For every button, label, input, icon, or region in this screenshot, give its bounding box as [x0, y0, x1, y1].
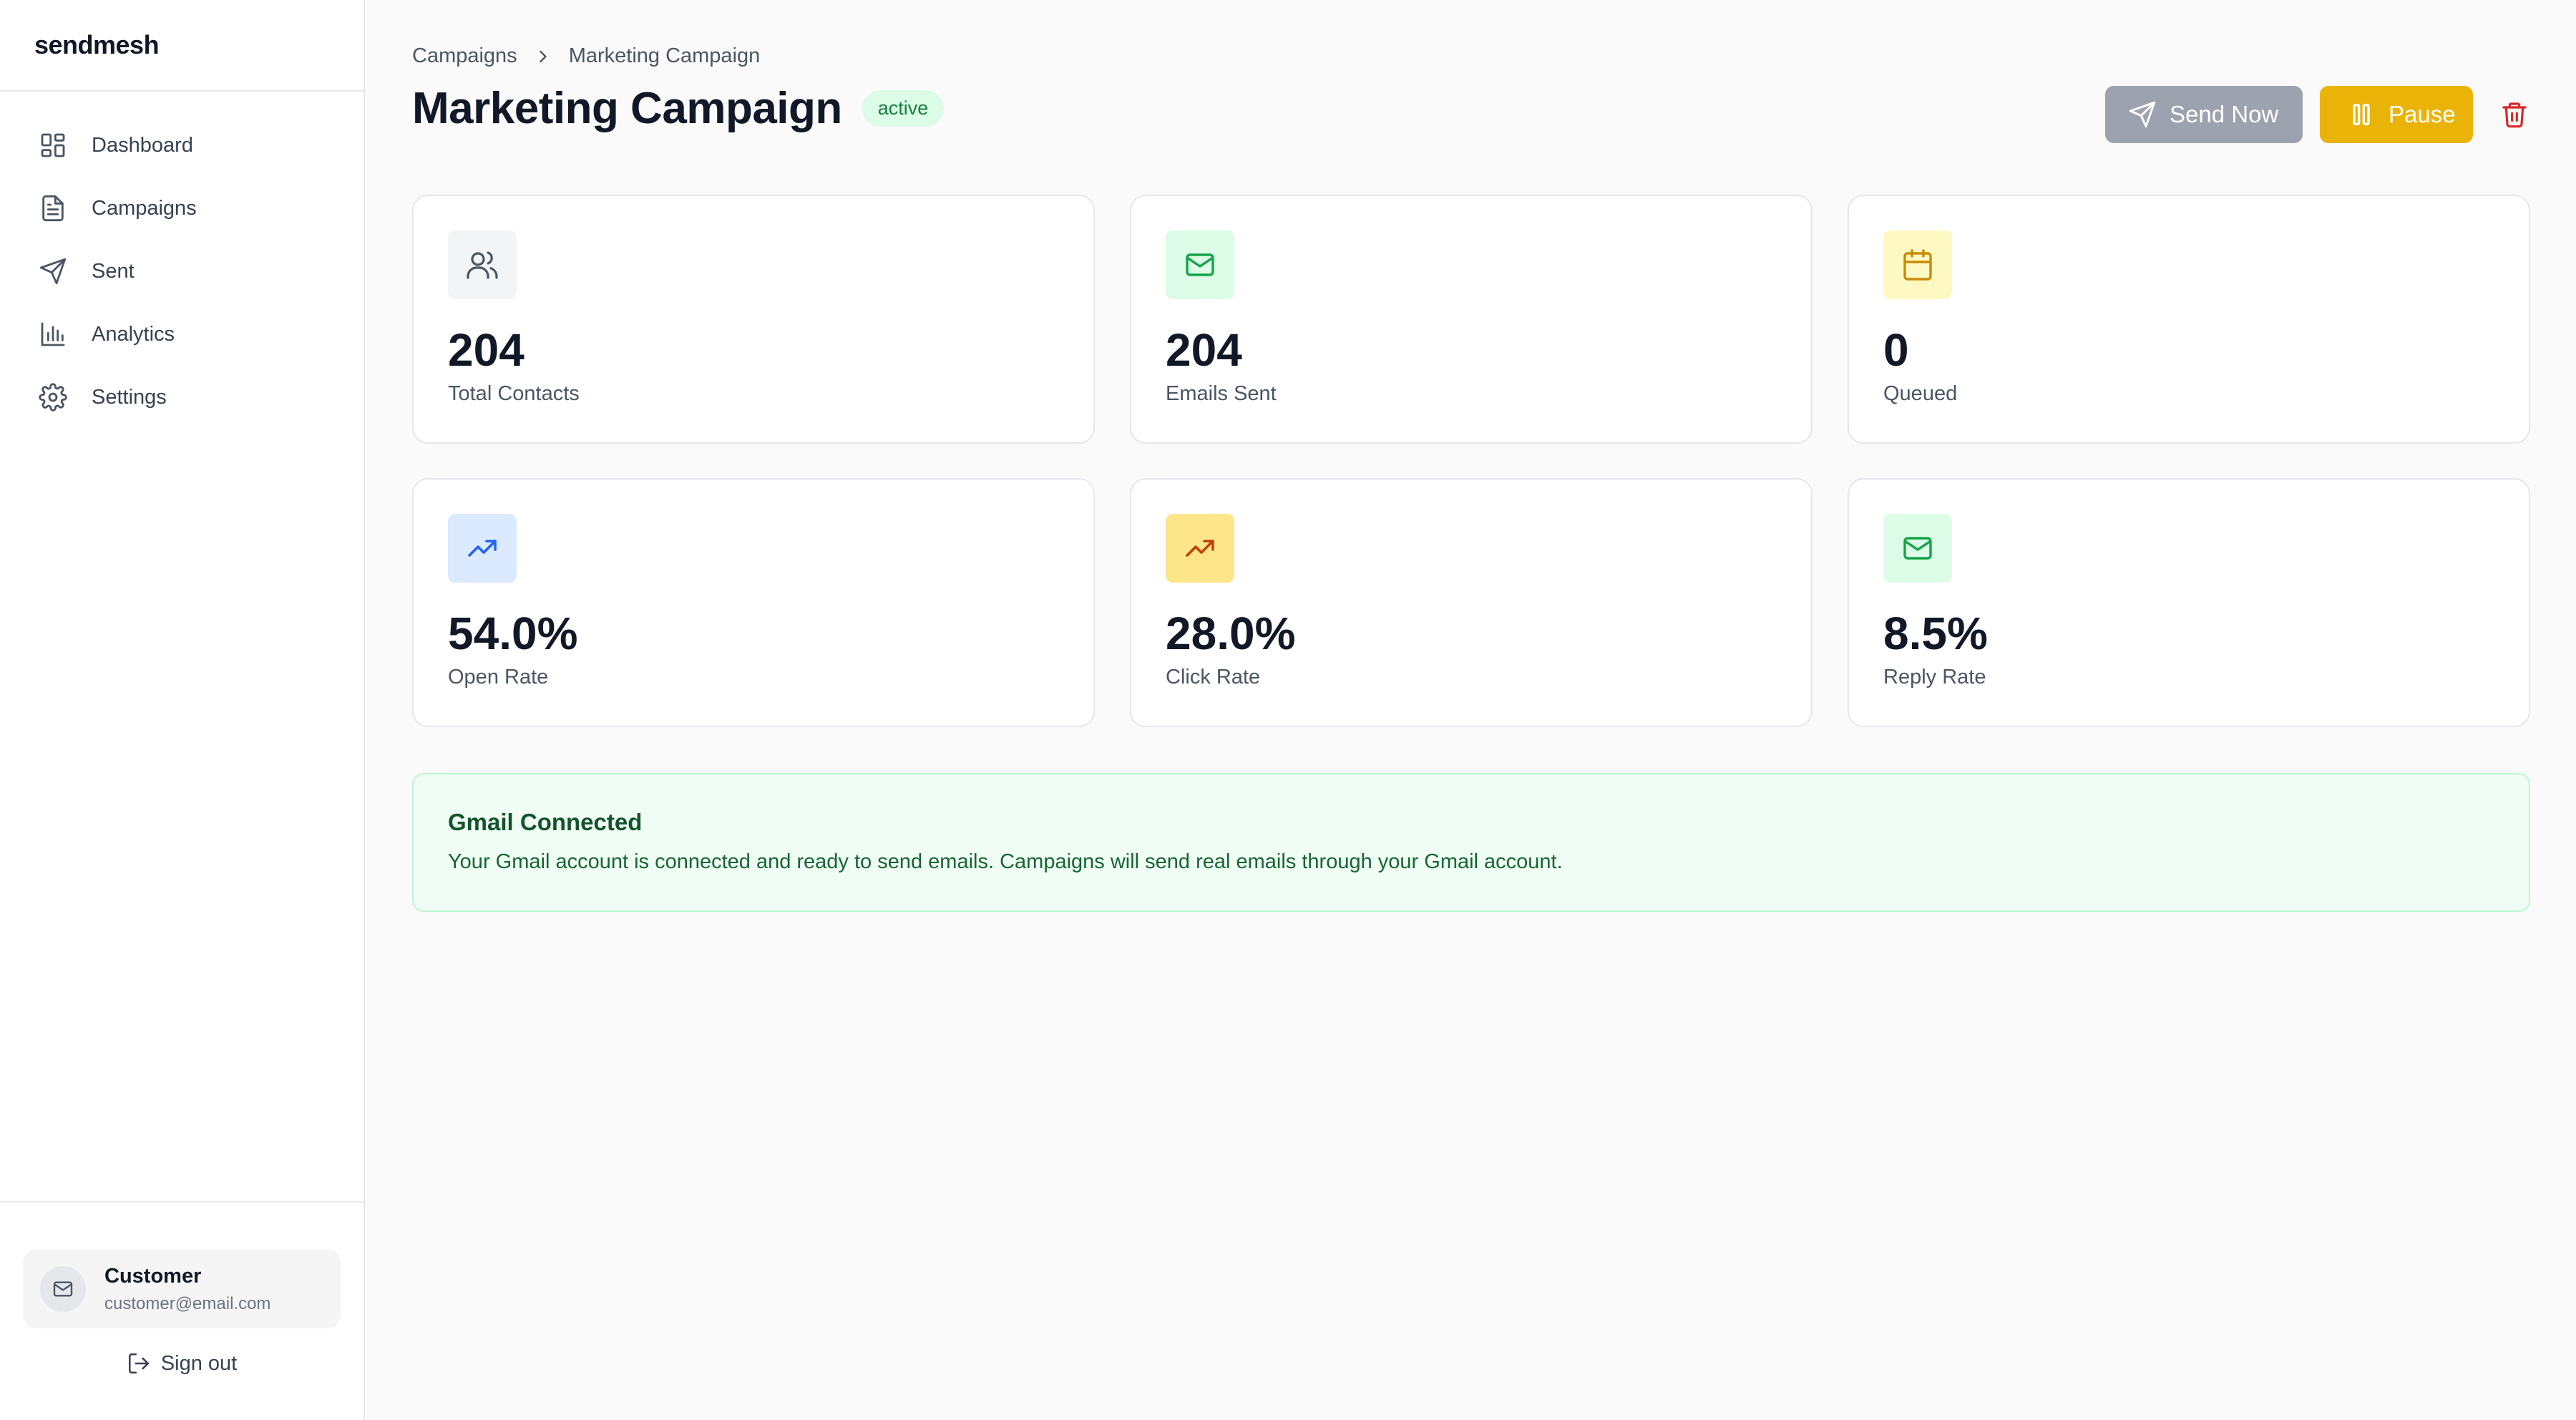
mail-icon	[1901, 531, 1935, 565]
campaign-actions: Send Now Pause	[2105, 86, 2536, 143]
sidebar-item-campaigns[interactable]: Campaigns	[16, 183, 348, 234]
status-badge: active	[862, 90, 945, 127]
trash-icon	[2500, 100, 2529, 129]
send-icon	[2128, 100, 2157, 129]
stat-label: Total Contacts	[448, 382, 580, 405]
stat-card-reply-rate: 8.5% Reply Rate	[1848, 478, 2530, 727]
gmail-connected-notice: Gmail Connected Your Gmail account is co…	[412, 773, 2530, 912]
sidebar-item-label: Settings	[92, 385, 167, 409]
brand-logo[interactable]: sendmesh	[0, 0, 364, 92]
user-card[interactable]: Customer customer@email.com	[23, 1250, 341, 1328]
stat-icon-box	[448, 230, 517, 299]
stat-label: Click Rate	[1166, 666, 1261, 689]
gear-icon	[39, 383, 67, 412]
log-out-icon	[127, 1351, 151, 1376]
sidebar-item-label: Campaigns	[92, 196, 197, 220]
stat-label: Queued	[1883, 382, 1958, 405]
user-info: Customer customer@email.com	[104, 1265, 270, 1314]
send-icon	[39, 257, 67, 286]
stat-label: Reply Rate	[1883, 666, 1986, 689]
sidebar-item-dashboard[interactable]: Dashboard	[16, 120, 348, 171]
title-row: Marketing Campaign active	[412, 83, 945, 134]
user-email: customer@email.com	[104, 1293, 271, 1313]
sidebar-item-sent[interactable]: Sent	[16, 245, 348, 297]
mail-icon	[52, 1278, 74, 1300]
stat-icon-box	[1166, 230, 1234, 299]
stat-value: 28.0%	[1166, 608, 1296, 659]
breadcrumb: Campaigns Marketing Campaign	[412, 44, 760, 68]
chevron-right-icon	[533, 47, 553, 67]
breadcrumb-campaigns-link[interactable]: Campaigns	[412, 44, 517, 67]
sidebar-item-analytics[interactable]: Analytics	[16, 308, 348, 360]
delete-button[interactable]	[2493, 93, 2536, 136]
users-icon	[465, 248, 499, 282]
stat-card-total-contacts: 204 Total Contacts	[412, 195, 1095, 444]
stat-label: Emails Sent	[1166, 382, 1277, 405]
sidebar-item-label: Dashboard	[92, 133, 193, 157]
calendar-icon	[1901, 248, 1935, 282]
dashboard-icon	[39, 131, 67, 160]
mail-icon	[1183, 248, 1217, 282]
stat-value: 8.5%	[1883, 608, 1988, 659]
sidebar-item-label: Sent	[92, 259, 135, 283]
stat-card-click-rate: 28.0% Click Rate	[1130, 478, 1813, 727]
pause-icon	[2347, 100, 2376, 129]
main-content: Campaigns Marketing Campaign Marketing C…	[366, 0, 2576, 1420]
sign-out-button[interactable]: Sign out	[0, 1351, 364, 1376]
trending-up-icon	[1183, 531, 1217, 565]
pause-button[interactable]: Pause	[2320, 86, 2473, 143]
stat-icon-box	[1166, 514, 1234, 583]
stat-value: 54.0%	[448, 608, 578, 659]
stat-card-emails-sent: 204 Emails Sent	[1130, 195, 1813, 444]
sidebar-item-label: Analytics	[92, 322, 175, 346]
sidebar-item-settings[interactable]: Settings	[16, 371, 348, 423]
stat-label: Open Rate	[448, 666, 549, 689]
trending-up-icon	[465, 531, 499, 565]
user-name: Customer	[104, 1264, 202, 1288]
stat-card-open-rate: 54.0% Open Rate	[412, 478, 1095, 727]
sidebar: sendmesh Dashboard Campaigns	[0, 0, 365, 1420]
avatar	[40, 1266, 86, 1312]
send-now-button[interactable]: Send Now	[2105, 86, 2303, 143]
page-title: Marketing Campaign	[412, 84, 842, 133]
breadcrumb-current: Marketing Campaign	[568, 44, 761, 67]
sidebar-footer: Customer customer@email.com Sign out	[0, 1201, 364, 1420]
bar-chart-icon	[39, 320, 67, 349]
stat-value: 204	[1166, 324, 1242, 376]
stat-value: 0	[1883, 324, 1909, 376]
stat-icon-box	[1883, 514, 1952, 583]
stat-icon-box	[448, 514, 517, 583]
sidebar-nav: Dashboard Campaigns Sent	[0, 92, 364, 423]
stat-card-queued: 0 Queued	[1848, 195, 2530, 444]
pause-label: Pause	[2389, 101, 2456, 127]
notice-title: Gmail Connected	[448, 809, 643, 835]
stat-icon-box	[1883, 230, 1952, 299]
notice-text: Your Gmail account is connected and read…	[448, 850, 1563, 873]
document-icon	[39, 194, 67, 223]
sign-out-label: Sign out	[160, 1351, 238, 1375]
stat-value: 204	[448, 324, 525, 376]
send-now-label: Send Now	[2170, 101, 2279, 127]
